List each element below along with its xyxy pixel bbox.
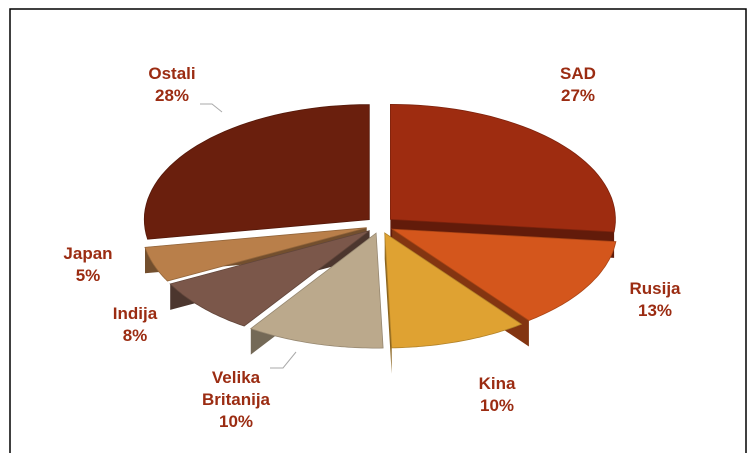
slice — [169, 230, 370, 327]
leader-line — [200, 103, 223, 113]
data-label: Indija 8% — [85, 303, 185, 347]
value-label: 10% — [479, 396, 515, 415]
data-label: Velika Britanija 10% — [186, 367, 286, 433]
data-label: SAD 27% — [528, 63, 628, 107]
slice — [143, 104, 370, 240]
slice — [390, 228, 617, 321]
data-label: Japan 5% — [38, 243, 138, 287]
category-label: Japan — [63, 244, 113, 263]
category-label: Velika Britanija — [201, 368, 271, 409]
slice — [144, 227, 367, 282]
value-label: 27% — [560, 86, 596, 105]
value-label: 13% — [637, 301, 673, 320]
category-label: Indija — [112, 304, 158, 323]
slice — [249, 232, 384, 349]
value-label: 5% — [75, 266, 101, 285]
category-label: Kina — [478, 374, 516, 393]
value-label: 8% — [122, 326, 148, 345]
slice — [384, 232, 523, 349]
data-label: Kina 10% — [447, 373, 547, 417]
value-label: 28% — [154, 86, 190, 105]
slice — [390, 103, 616, 233]
leader-line — [270, 351, 297, 369]
value-label: 10% — [218, 412, 254, 431]
frame — [9, 8, 747, 453]
category-label: Rusija — [629, 279, 681, 298]
data-label: Ostali 28% — [122, 63, 222, 107]
category-label: SAD — [560, 64, 596, 83]
category-label: Ostali — [148, 64, 196, 83]
data-label: Rusija 13% — [605, 278, 705, 322]
